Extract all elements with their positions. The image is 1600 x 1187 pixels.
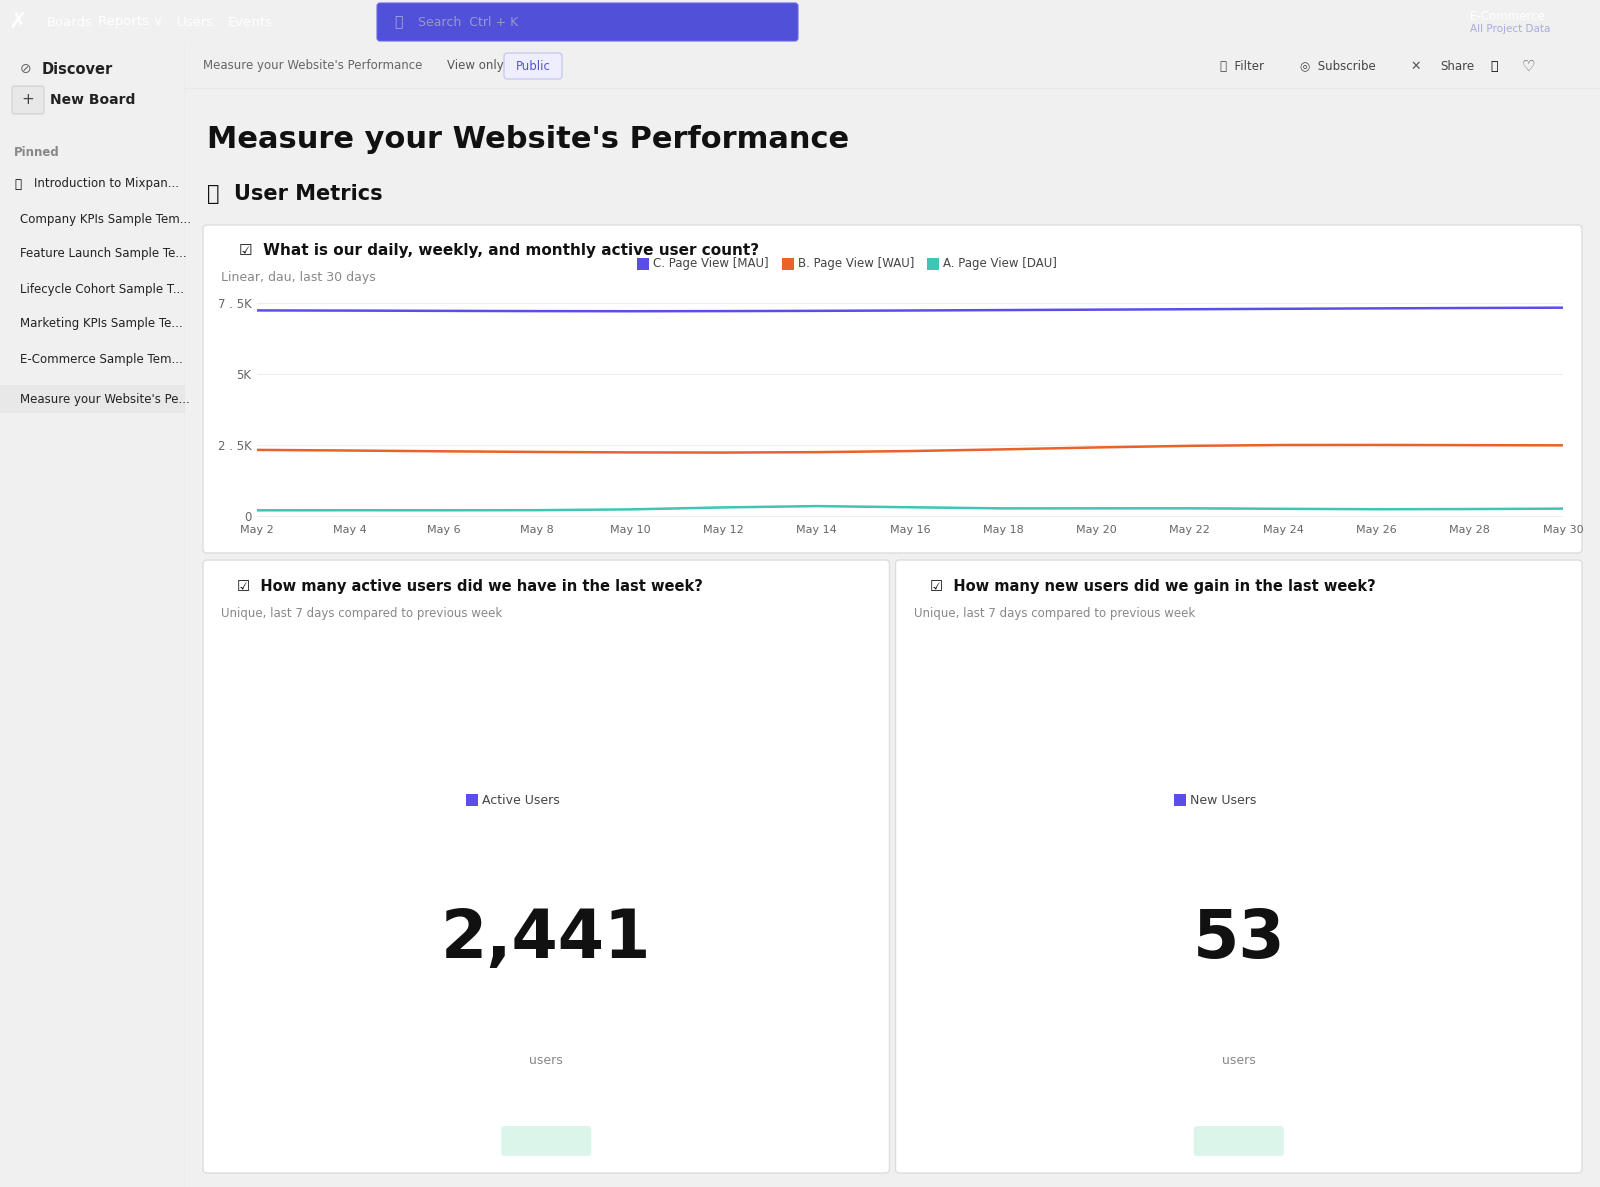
- Text: ⊘: ⊘: [19, 62, 32, 76]
- Text: ☑  How many active users did we have in the last week?: ☑ How many active users did we have in t…: [237, 578, 702, 594]
- Text: Measure your Website's Performance: Measure your Website's Performance: [206, 125, 850, 153]
- FancyBboxPatch shape: [1194, 1126, 1283, 1156]
- Text: Company KPIs Sample Tem...: Company KPIs Sample Tem...: [19, 212, 190, 226]
- Text: Discover: Discover: [42, 62, 114, 76]
- Text: C. Page View [MAU]: C. Page View [MAU]: [653, 258, 768, 271]
- Text: Linear, dau, last 30 days: Linear, dau, last 30 days: [221, 271, 376, 284]
- Text: ✕: ✕: [1410, 59, 1421, 72]
- Text: Events: Events: [227, 15, 272, 28]
- Text: 🔗: 🔗: [1490, 59, 1498, 72]
- Text: Reports ∨: Reports ∨: [98, 15, 163, 28]
- FancyBboxPatch shape: [378, 4, 798, 42]
- Text: E-Commerce Sample Tem...: E-Commerce Sample Tem...: [19, 353, 182, 366]
- Text: Measure your Website's Pe...: Measure your Website's Pe...: [19, 393, 190, 406]
- Text: Unique, last 7 days compared to previous week: Unique, last 7 days compared to previous…: [221, 608, 502, 621]
- Text: All Project Data: All Project Data: [1470, 24, 1550, 34]
- Text: ⧉  Filter: ⧉ Filter: [1221, 59, 1264, 72]
- Text: A. Page View [DAU]: A. Page View [DAU]: [942, 258, 1058, 271]
- Bar: [1174, 794, 1186, 806]
- Text: B. Page View [WAU]: B. Page View [WAU]: [798, 258, 914, 271]
- Text: Lifecycle Cohort Sample T...: Lifecycle Cohort Sample T...: [19, 283, 184, 296]
- Text: users: users: [1222, 1054, 1256, 1067]
- FancyBboxPatch shape: [896, 560, 1582, 1173]
- FancyBboxPatch shape: [501, 1126, 592, 1156]
- Bar: [926, 258, 939, 269]
- Bar: [637, 258, 650, 269]
- Text: ♡: ♡: [1522, 58, 1536, 74]
- Text: ↑ 17.78%: ↑ 17.78%: [1208, 1135, 1270, 1148]
- Text: 53: 53: [1192, 906, 1285, 972]
- Text: 👋: 👋: [14, 178, 21, 190]
- Text: 🔍: 🔍: [394, 15, 402, 28]
- Text: New Board: New Board: [50, 93, 136, 107]
- Text: Search  Ctrl + K: Search Ctrl + K: [418, 15, 518, 28]
- Text: Introduction to Mixpan...: Introduction to Mixpan...: [34, 178, 179, 190]
- Text: ✗: ✗: [8, 12, 27, 32]
- Text: New Users: New Users: [1190, 793, 1256, 806]
- Text: View only: View only: [446, 59, 504, 72]
- Text: Pinned: Pinned: [14, 146, 59, 159]
- Bar: [782, 258, 794, 269]
- Text: Boards: Boards: [46, 15, 93, 28]
- Text: 2,441: 2,441: [442, 906, 651, 972]
- Text: users: users: [530, 1054, 563, 1067]
- FancyBboxPatch shape: [13, 85, 45, 114]
- FancyBboxPatch shape: [203, 226, 1582, 553]
- Text: 🧑  User Metrics: 🧑 User Metrics: [206, 184, 382, 204]
- Text: ↑ 26.74%: ↑ 26.74%: [515, 1135, 578, 1148]
- Text: Marketing KPIs Sample Te...: Marketing KPIs Sample Te...: [19, 317, 182, 330]
- Text: ☑  What is our daily, weekly, and monthly active user count?: ☑ What is our daily, weekly, and monthly…: [238, 243, 758, 259]
- Text: Feature Launch Sample Te...: Feature Launch Sample Te...: [19, 248, 187, 260]
- Text: +: +: [22, 93, 34, 108]
- Text: Measure your Website's Performance: Measure your Website's Performance: [203, 59, 422, 72]
- Text: ◎  Subscribe: ◎ Subscribe: [1299, 59, 1376, 72]
- Text: Share: Share: [1440, 59, 1474, 72]
- FancyBboxPatch shape: [504, 53, 562, 80]
- Text: Unique, last 7 days compared to previous week: Unique, last 7 days compared to previous…: [914, 608, 1195, 621]
- Text: E-Commerce: E-Commerce: [1470, 11, 1546, 24]
- Text: Users: Users: [176, 15, 213, 28]
- Text: Public: Public: [515, 59, 550, 72]
- FancyBboxPatch shape: [203, 560, 890, 1173]
- Bar: [466, 794, 478, 806]
- Text: ☑  How many new users did we gain in the last week?: ☑ How many new users did we gain in the …: [930, 578, 1376, 594]
- Bar: [0, 385, 186, 413]
- Text: Active Users: Active Users: [482, 793, 560, 806]
